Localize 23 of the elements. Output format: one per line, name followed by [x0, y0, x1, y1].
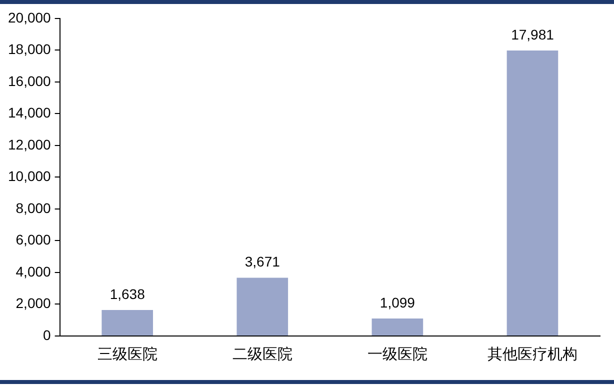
data-label: 17,981	[511, 26, 554, 42]
data-label: 1,099	[380, 294, 416, 310]
data-label: 1,638	[110, 286, 146, 302]
bar	[102, 310, 153, 336]
bar	[372, 318, 424, 336]
y-tick-label: 16,000	[8, 72, 52, 89]
data-label: 3,671	[244, 254, 280, 270]
y-tick-label: 0	[43, 326, 52, 343]
x-tick-label: 三级医院	[97, 344, 158, 363]
y-tick-label: 2,000	[16, 295, 52, 312]
y-tick-label: 10,000	[8, 168, 52, 184]
bar	[236, 278, 288, 336]
y-tick-label: 12,000	[8, 136, 52, 152]
x-tick-label: 一级医院	[367, 344, 428, 363]
y-tick-label: 14,000	[8, 104, 52, 121]
y-tick-label: 8,000	[16, 200, 52, 216]
y-tick-label: 20,000	[8, 9, 52, 26]
y-tick-label: 4,000	[16, 263, 52, 280]
y-tick-label: 18,000	[8, 41, 52, 58]
x-tick-label: 二级医院	[232, 344, 292, 363]
y-tick-label: 6,000	[16, 232, 52, 248]
bar	[506, 50, 558, 336]
x-tick-label: 其他医疗机构	[487, 344, 578, 363]
